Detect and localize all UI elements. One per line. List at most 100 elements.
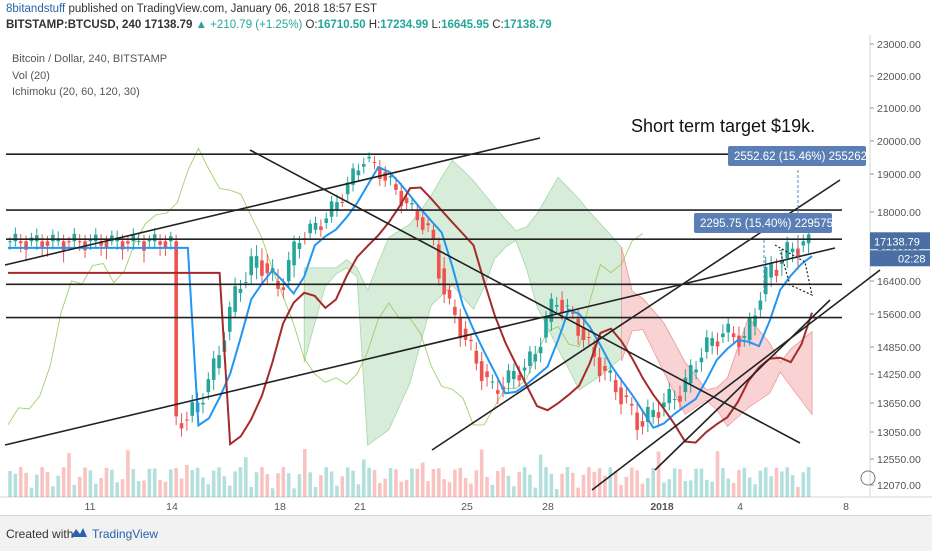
volume-bar xyxy=(694,468,698,497)
volume-bar xyxy=(345,467,350,497)
volume-bar xyxy=(769,476,773,497)
volume-bar xyxy=(501,467,505,497)
ichimoku-cloud-bearish xyxy=(621,247,813,427)
settings-globe-icon xyxy=(860,470,876,486)
candle-body xyxy=(458,317,463,339)
change: ▲ +210.79 (+1.25%) xyxy=(195,19,303,31)
candle-body xyxy=(506,370,511,383)
author-link[interactable]: 8bitandstuff xyxy=(6,3,66,15)
price-chart[interactable]: Short term target $19k. 2552.62 (15.46%) … xyxy=(0,0,932,515)
time-tick-label: 18 xyxy=(274,501,286,513)
candle-body xyxy=(747,318,752,341)
candle-body xyxy=(99,241,103,246)
indicator-ichimoku[interactable]: Ichimoku (20, 60, 120, 30) xyxy=(12,86,140,98)
published-text: published on TradingView.com, January 06… xyxy=(68,3,378,15)
volume-bar xyxy=(356,484,361,497)
volume-bar xyxy=(233,471,237,497)
volume-bar xyxy=(18,467,23,497)
candle-body xyxy=(351,168,355,185)
volume-bar xyxy=(217,467,221,497)
candle-body xyxy=(120,241,125,250)
candle-body xyxy=(40,241,44,247)
volume-bar xyxy=(431,469,436,497)
candle-body xyxy=(721,333,725,337)
l-label: L: xyxy=(431,19,442,31)
candle-body xyxy=(453,306,457,315)
volume-bar xyxy=(169,469,173,497)
volume-bar xyxy=(115,482,119,497)
trendline-6 xyxy=(654,299,831,471)
volume-bar xyxy=(474,470,479,497)
candle-body xyxy=(158,241,162,245)
candle-body xyxy=(61,241,66,251)
candle-body xyxy=(705,337,709,352)
price-tick-label: 12070.00 xyxy=(877,480,921,492)
volume-bar xyxy=(742,467,747,497)
countdown-label: 02:28 xyxy=(898,253,926,265)
candle-body xyxy=(281,287,286,291)
candle-body xyxy=(383,172,387,181)
volume-bar xyxy=(410,468,414,497)
volume-bar xyxy=(608,467,613,497)
tradingview-brand[interactable]: TradingView xyxy=(92,527,159,541)
candle-body xyxy=(378,167,382,180)
candle-body xyxy=(356,170,361,176)
time-tick-label: 28 xyxy=(542,501,554,513)
candle-body xyxy=(206,379,211,393)
volume-bar xyxy=(554,488,559,497)
volume-bar xyxy=(340,476,345,497)
volume-bar xyxy=(361,459,366,497)
candle-body xyxy=(51,234,55,242)
last-price: 17138.79 xyxy=(144,19,193,31)
candle-body xyxy=(613,380,618,393)
indicator-volume[interactable]: Vol (20) xyxy=(12,70,50,82)
candle-body xyxy=(131,233,136,242)
candle-body xyxy=(694,369,698,373)
h-value: 17234.99 xyxy=(380,19,429,31)
volume-bar xyxy=(185,464,189,497)
price-tick-label: 14250.00 xyxy=(877,369,921,381)
measure-label-1: 2552.62 (15.46%) 255262 xyxy=(734,151,867,163)
indicator-symbol[interactable]: Bitcoin / Dollar, 240, BITSTAMP xyxy=(12,53,168,65)
time-tick-label: 11 xyxy=(85,501,96,513)
volume-bar xyxy=(72,484,77,497)
volume-bar xyxy=(297,474,302,497)
candle-body xyxy=(227,306,232,332)
volume-bar xyxy=(597,468,602,497)
volume-bar xyxy=(629,467,634,497)
candle-body xyxy=(13,233,18,242)
volume-bar xyxy=(780,471,784,497)
volume-bar xyxy=(688,480,693,497)
volume-bar xyxy=(447,482,452,497)
volume-bar xyxy=(442,479,446,497)
volume-bar xyxy=(672,468,677,497)
candle-body xyxy=(688,364,693,384)
volume-bar xyxy=(131,469,136,497)
volume-bar xyxy=(458,467,463,497)
candle-body xyxy=(345,182,350,195)
volume-bar xyxy=(83,467,87,497)
candle-body xyxy=(292,241,296,266)
volume-bar xyxy=(763,467,768,497)
candle-body xyxy=(699,357,704,363)
candle-body xyxy=(512,371,516,380)
candle-body xyxy=(495,390,500,394)
symbol: BITSTAMP:BTCUSD, 240 xyxy=(6,19,142,31)
volume-bar xyxy=(201,477,205,497)
candle-body xyxy=(463,328,468,340)
candle-body xyxy=(174,241,178,417)
candle-body xyxy=(136,240,141,242)
volume-bar xyxy=(796,486,800,497)
volume-bar xyxy=(222,476,227,497)
volume-bar xyxy=(753,484,757,497)
volume-bar xyxy=(67,453,71,497)
volume-bar xyxy=(592,471,597,497)
volume-bar xyxy=(142,480,146,497)
candle-body xyxy=(544,318,548,338)
candle-body xyxy=(479,361,484,382)
volume-bar xyxy=(254,472,259,497)
volume-bar xyxy=(13,473,18,497)
volume-bar xyxy=(136,481,141,497)
volume-bar xyxy=(576,487,580,497)
candle-body xyxy=(72,233,77,242)
